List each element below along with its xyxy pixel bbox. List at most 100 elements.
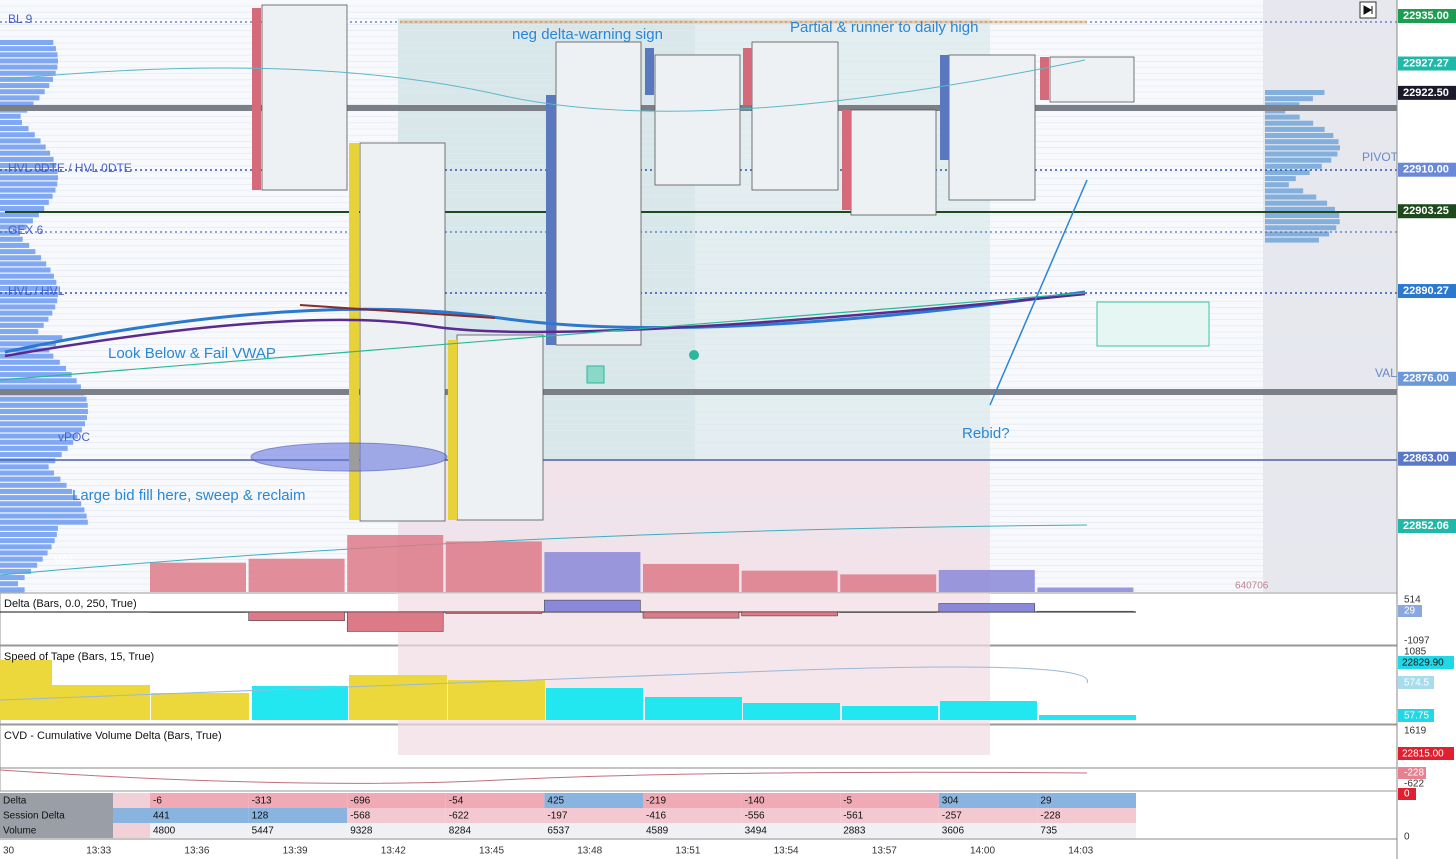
highlight-ellipse <box>250 442 448 472</box>
cvd-line <box>0 769 1088 784</box>
profile-bar <box>0 384 81 390</box>
profile-bar <box>0 46 56 52</box>
profile-bar <box>0 224 27 230</box>
delta-bars <box>149 599 1134 632</box>
price-badge <box>1398 284 1456 299</box>
profile-bar <box>0 101 34 107</box>
profile-bar <box>0 365 66 371</box>
cell-bg <box>347 808 446 823</box>
price-badge <box>1398 9 1456 23</box>
row-label: Volume <box>3 826 37 837</box>
axis-label: 0 <box>1404 789 1410 800</box>
annotation: Rebid? <box>962 425 1010 442</box>
profile-bar <box>0 206 45 212</box>
cell-bg <box>445 793 545 808</box>
profile-bar <box>0 156 54 162</box>
profile-bar <box>0 279 57 285</box>
axis-label: 29 <box>1404 606 1416 617</box>
axis-label: 0 <box>1404 832 1410 843</box>
candle <box>349 143 359 520</box>
table-cell: -561 <box>843 811 863 822</box>
profile-bar <box>0 525 58 531</box>
price-badge <box>1398 56 1456 71</box>
candle <box>252 8 261 190</box>
table-cell: -568 <box>350 811 370 822</box>
profile-bar <box>0 562 38 568</box>
cell-bg <box>840 823 939 838</box>
axis-label: -228 <box>1404 768 1424 779</box>
axis-badge <box>1398 605 1422 617</box>
profile-bar <box>1265 96 1313 102</box>
cell-bg <box>1037 808 1136 823</box>
cell-bg <box>643 823 742 838</box>
profile-bar <box>0 353 54 359</box>
profile-bar <box>0 95 40 101</box>
level-label: vPOC <box>58 430 90 444</box>
profile-bar <box>0 230 20 236</box>
axis-badge <box>1398 747 1454 760</box>
profile-bar <box>0 187 56 193</box>
profile-bar <box>0 575 25 581</box>
price-badge <box>1398 85 1456 100</box>
volume-bar <box>248 558 345 592</box>
profile-bar <box>1265 139 1339 145</box>
profile-bar <box>0 138 41 144</box>
delta-bar <box>445 611 543 614</box>
profile-bar <box>1265 102 1300 108</box>
profile-bar <box>0 581 19 587</box>
profile-bar <box>1265 126 1325 132</box>
delta-bar <box>839 611 937 613</box>
profile-bar <box>1265 163 1322 169</box>
cell-bg <box>347 823 446 838</box>
candle <box>1040 57 1049 100</box>
profile-bar <box>0 507 85 513</box>
table-cell: -556 <box>745 811 765 822</box>
cell-bg <box>445 823 545 838</box>
cell-bg <box>840 808 939 823</box>
speed-bar <box>1039 715 1136 720</box>
profile-bar <box>0 267 51 273</box>
speed-bar <box>940 701 1037 720</box>
profile-bar <box>0 132 35 138</box>
profile-bar <box>0 163 57 168</box>
cell-bg <box>643 808 742 823</box>
profile-bar <box>0 532 57 537</box>
profile-bar <box>0 236 23 242</box>
cell-bg <box>150 808 249 823</box>
cell-bg <box>248 793 348 808</box>
cell-bg <box>150 823 249 838</box>
time-axis: 30 13:33 13:36 13:39 13:42 13:45 13:48 13:51 13:… <box>3 846 1094 857</box>
profile-bar <box>0 359 60 365</box>
cell-bg <box>741 823 841 838</box>
profile-bar <box>0 304 56 310</box>
scroll-icon <box>1363 5 1373 15</box>
profile-bar <box>1265 114 1300 120</box>
delta-bar <box>1037 610 1134 613</box>
profile-bar <box>1265 206 1335 212</box>
profile-bar <box>0 415 87 421</box>
time-label: 14:00 <box>970 846 995 857</box>
price-label: 22852.06 <box>1403 520 1449 532</box>
table-cell: -416 <box>646 811 666 822</box>
price-label: 22903.25 <box>1403 205 1449 217</box>
cell-bg <box>544 793 643 808</box>
profile-bar <box>1265 182 1289 188</box>
row-label: Delta <box>3 796 27 807</box>
marker <box>586 365 605 384</box>
axis-label: 57.75 <box>1404 711 1429 722</box>
annotation: Look Below & Fail VWAP <box>108 345 276 362</box>
time-label: 14:03 <box>1068 846 1093 857</box>
profile-bar <box>0 550 48 556</box>
profile-bar <box>1265 194 1317 200</box>
row-header <box>0 808 113 823</box>
profile-bar <box>0 83 50 89</box>
volume-total: 640706 <box>1235 581 1269 592</box>
footprint <box>555 41 642 346</box>
axis-label: 22815.00 <box>1402 749 1444 760</box>
profile-bar <box>0 501 82 507</box>
time-label: 13:36 <box>184 846 209 857</box>
profile-bar <box>0 341 56 347</box>
cell-bg <box>741 793 841 808</box>
profile-bar <box>1265 90 1325 95</box>
speed-bar <box>546 688 643 720</box>
